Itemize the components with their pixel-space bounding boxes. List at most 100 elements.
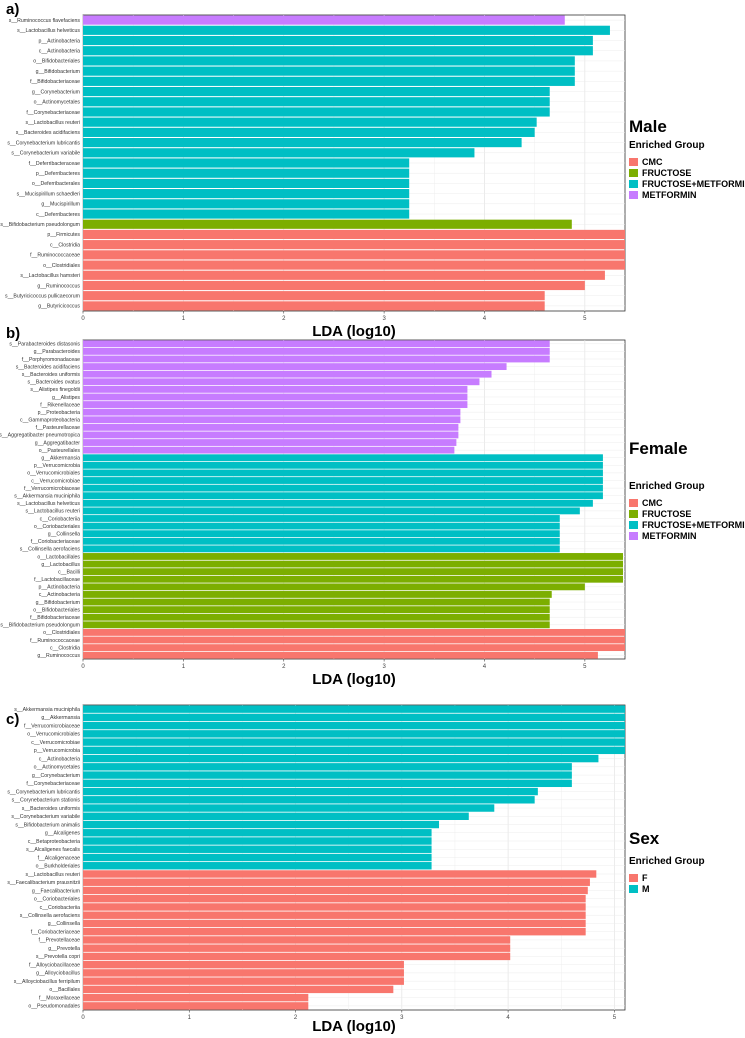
legend-swatch (629, 499, 638, 507)
bar (83, 651, 598, 659)
bar (83, 628, 625, 636)
bar (83, 522, 560, 530)
bar (83, 469, 603, 477)
bar (83, 853, 432, 862)
bar (83, 454, 603, 462)
bar-label: g__Aggregatibacter (35, 440, 81, 446)
bar-label: g__Bifidobacterium (36, 600, 80, 606)
bar (83, 25, 610, 35)
bar-label: g__Corynebacterium (32, 773, 80, 779)
bar (83, 575, 623, 583)
bar (83, 545, 560, 553)
bar-label: g__Butyricicoccus (38, 304, 80, 310)
bar-label: s__Corynebacterium variabile (11, 151, 80, 157)
bar-label: f__Bifidobacteriaceae (30, 615, 80, 621)
chart-panel-2: s__Parabacteroides distasonisg__Parabact… (0, 325, 745, 688)
bar-label: f__Coriobacteriaceae (31, 539, 80, 545)
legend-item: FRUCTOSE (642, 168, 691, 178)
bar-label: g__Alloyciobacillus (36, 971, 80, 977)
bar (83, 779, 572, 788)
legend-item: FRUCTOSE+METFORMIN (642, 179, 745, 189)
bar (83, 484, 603, 492)
bar (83, 301, 545, 311)
bar (83, 446, 455, 454)
bar-label: s__Bacteroides acidifaciens (16, 130, 81, 136)
bar-label: f__Ruminococcaceae (30, 638, 80, 644)
bar-label: c__Clostridia (50, 242, 80, 248)
bar-label: f__Bifidobacteriaceae (30, 79, 80, 85)
bar-label: p__Actinobacteria (38, 585, 80, 591)
bar-label: o__Pseudomonadales (28, 1004, 80, 1010)
bar (83, 385, 468, 393)
bar-label: c__Actinobacteria (39, 756, 80, 762)
legend-swatch (629, 532, 638, 540)
bar (83, 878, 590, 886)
bar (83, 560, 623, 568)
bar (83, 499, 593, 507)
legend-subtitle: Enriched Group (629, 140, 705, 151)
bar (83, 568, 623, 576)
x-tick-label: 4 (506, 1015, 510, 1021)
bar (83, 862, 432, 870)
bar-label: s__Alloyciobacillus ferripilum (14, 979, 80, 985)
bar-label: o__Verrucomicrobiales (27, 732, 80, 738)
bar (83, 985, 394, 994)
bar-label: s__Corynebacterium lubricantis (7, 789, 80, 795)
bar (83, 613, 550, 621)
bar-label: s__Corynebacterium lubricantis (7, 140, 80, 146)
bar (83, 936, 511, 944)
legend-swatch (629, 158, 638, 166)
bar (83, 820, 440, 829)
bar (83, 507, 580, 515)
chart-panel-3: s__Akkermansia muciniphila g__Akkermansia… (6, 704, 705, 1035)
bar-label: o__Bifidobacteriales (33, 59, 80, 65)
legend-item: CMC (642, 498, 663, 508)
bar-label: f__Rikenellaceae (40, 402, 80, 408)
bar-label: s__Lactobacillus reuteri (26, 120, 81, 126)
x-tick-label: 0 (81, 1015, 85, 1021)
bar (83, 270, 605, 280)
bar-label: o__Bifidobacteriales (33, 607, 80, 613)
x-axis-label: LDA (log10) (312, 323, 396, 340)
bar-label: s__Bacteroides uniformis (22, 806, 81, 812)
bar-label: c__Verrucomicrobiae (31, 478, 80, 484)
bar (83, 845, 432, 853)
bar-label: s__Lactobacillus helveticus (17, 501, 80, 507)
bar-label: c__Bacilli (58, 569, 80, 575)
x-tick-label: 4 (483, 316, 487, 322)
bar-label: g__Collinsella (48, 921, 80, 927)
bar (83, 591, 552, 598)
bar (83, 537, 560, 545)
x-axis-label: LDA (log10) (312, 1018, 396, 1035)
bar-label: o__Verrucomicrobiales (27, 471, 80, 477)
chart-panel-1: s__Ruminococcus flavefaciens s__Lactobaci… (0, 1, 745, 340)
bar (83, 355, 550, 363)
bar (83, 178, 410, 189)
bar-label: o__Coriobacteriales (34, 897, 81, 903)
bar (83, 977, 404, 985)
bar-label: f__Lactobacillaceae (34, 577, 80, 583)
bar (83, 919, 586, 928)
bar (83, 763, 572, 771)
bar (83, 598, 550, 606)
bar-label: f__Deferribacteraceae (29, 161, 80, 167)
bar (83, 787, 538, 796)
bar (83, 461, 603, 469)
bar-label: g__Bifidobacterium (36, 69, 80, 75)
x-tick-label: 5 (613, 1015, 617, 1021)
bar (83, 378, 480, 386)
bar-label: p__Actinobacteria (38, 38, 80, 44)
x-axis-label: LDA (log10) (312, 671, 396, 688)
bar-label: s__Collinsella aerofaciens (20, 547, 81, 553)
bar (83, 416, 461, 424)
bar-label: o__Coriobacteriales (34, 524, 81, 530)
bar-label: s__Bacteroides ovatus (28, 380, 81, 386)
bar-label: f__Coriobacteriaceae (31, 929, 80, 935)
bar-label: c__Clostridia (50, 645, 80, 651)
bar-label: o__Clostridiales (43, 263, 80, 269)
bar-label: c__Verrucomicrobiae (31, 740, 80, 746)
bar-label: s__Bacteroides acidifaciens (16, 364, 81, 370)
bar-label: s__Lactobacillus hamsteri (20, 273, 80, 279)
legend-swatch (629, 521, 638, 529)
